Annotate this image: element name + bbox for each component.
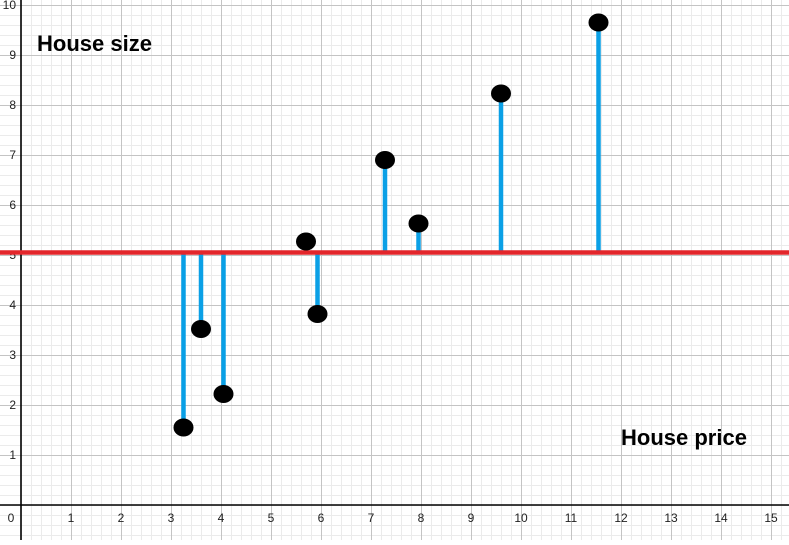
y-tick-label: 4 [9, 298, 16, 312]
annotation-house-price: House price [621, 425, 747, 450]
x-tick-label: 2 [118, 511, 125, 525]
x-tick-label: 9 [468, 511, 475, 525]
y-tick-label: 3 [9, 348, 16, 362]
data-point [307, 305, 328, 323]
y-tick-label: 10 [3, 0, 17, 12]
x-tick-label: 4 [218, 511, 225, 525]
x-tick-label: 3 [168, 511, 175, 525]
data-point [191, 320, 211, 338]
x-tick-label: 6 [318, 511, 325, 525]
x-tick-label: 13 [664, 511, 678, 525]
data-point [375, 151, 395, 169]
x-tick-label: 7 [368, 511, 375, 525]
x-tick-label: 5 [268, 511, 275, 525]
y-tick-label: 8 [9, 98, 16, 112]
x-tick-label: 12 [614, 511, 628, 525]
y-tick-label: 9 [9, 48, 16, 62]
data-point [296, 232, 316, 251]
data-point [588, 13, 609, 32]
data-point [213, 385, 234, 403]
data-point [408, 214, 429, 233]
y-tick-label: 6 [9, 198, 16, 212]
x-tick-labels: 0 1 2 3 4 5 6 7 8 9 10 11 12 13 14 15 [8, 511, 778, 525]
x-tick-label: 14 [714, 511, 728, 525]
annotation-house-size: House size [37, 31, 152, 56]
data-point [491, 84, 511, 103]
x-tick-label: 10 [514, 511, 528, 525]
y-tick-label: 2 [9, 398, 16, 412]
x-tick-label: 8 [418, 511, 425, 525]
y-tick-label: 1 [9, 448, 16, 462]
data-points [173, 13, 609, 437]
y-tick-label: 7 [9, 148, 16, 162]
data-point [173, 418, 194, 437]
x-tick-label: 11 [565, 511, 578, 525]
y-tick-label: 5 [9, 248, 16, 262]
x-tick-label: 0 [8, 511, 15, 525]
x-tick-label: 1 [68, 511, 75, 525]
y-tick-labels: 1 2 3 4 5 6 7 8 9 10 [3, 0, 17, 462]
x-tick-label: 15 [764, 511, 778, 525]
